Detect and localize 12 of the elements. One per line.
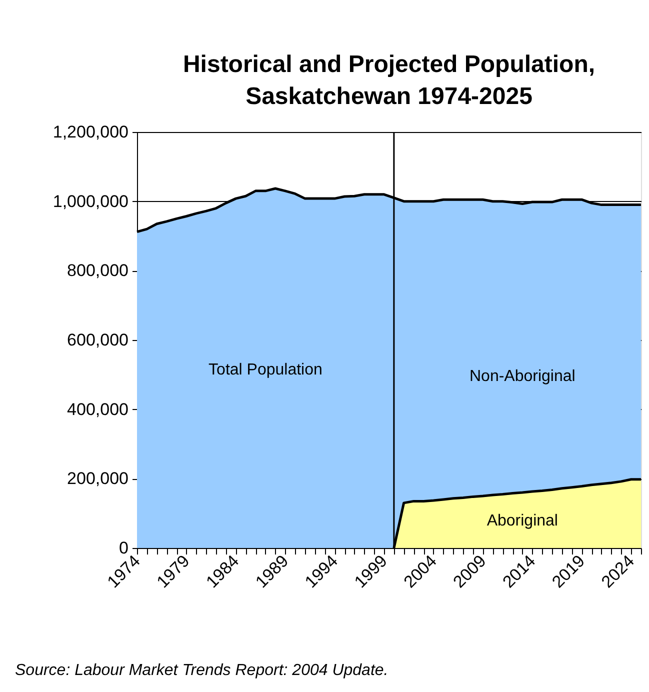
y-tick-label: 200,000: [67, 469, 128, 488]
y-tick-label: 0: [119, 538, 128, 558]
y-tick-label: 800,000: [67, 261, 128, 280]
y-tick-label: 1,000,000: [52, 192, 128, 211]
y-tick-label: 400,000: [67, 400, 128, 419]
series-label: Non-Aboriginal: [469, 368, 576, 385]
y-tick-label: 600,000: [67, 330, 128, 350]
y-tick-label: 1,200,000: [52, 122, 128, 142]
chart-title: Historical and Projected Population, Saskatchewan 1974-2025: [182, 51, 596, 110]
series-label: Aboriginal: [486, 512, 558, 530]
series-label: Total Population: [208, 361, 322, 378]
source-note: Source: Labour Market Trends Report: 2004 Update.: [15, 662, 388, 679]
